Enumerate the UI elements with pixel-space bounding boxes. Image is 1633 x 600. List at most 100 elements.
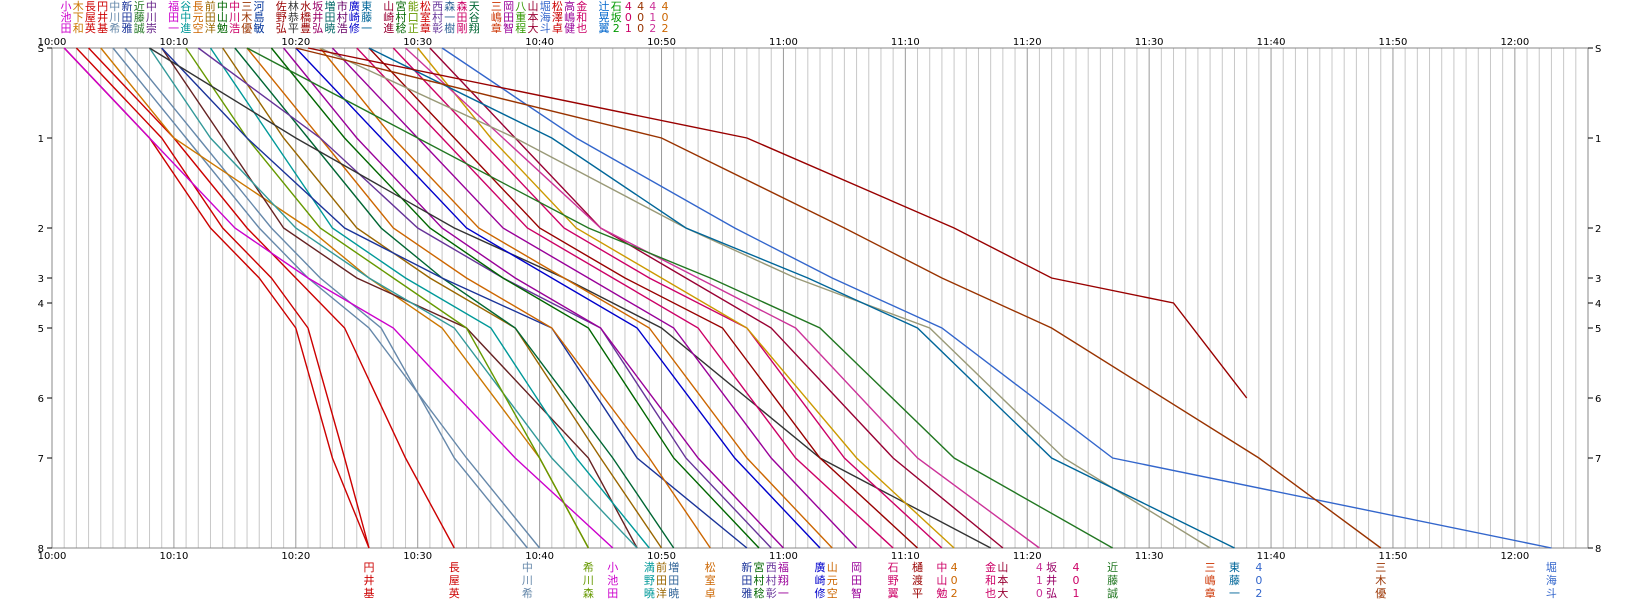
legend-char: 剛: [456, 22, 468, 35]
legend-char: 稔: [395, 22, 407, 35]
finish-label: 福翔一: [776, 561, 790, 600]
x-tick-label: 10:40: [525, 37, 554, 48]
finish-label-char: 田: [607, 587, 619, 600]
legend-entry: 近藤誠: [133, 1, 145, 34]
finish-label-char: 樋: [912, 561, 924, 574]
series-line: [295, 47, 821, 549]
legend-char: 也: [576, 22, 588, 35]
finish-label-char: 基: [363, 587, 375, 600]
legend-char: 長: [84, 0, 96, 13]
legend-char: 進: [383, 22, 395, 35]
legend-char: 市: [336, 0, 348, 13]
legend-char: 4: [637, 0, 645, 13]
legend-entry: 中川浩: [229, 1, 241, 34]
legend-char: 田: [204, 11, 216, 24]
finish-label-char: 井: [363, 574, 375, 587]
legend-char: 前: [204, 0, 216, 13]
legend-entry: 堀海斗: [539, 1, 551, 34]
series-line: [441, 47, 1552, 549]
legend-entry: 三木優: [241, 1, 253, 34]
x-tick-label: 10:10: [159, 551, 188, 562]
legend-entry: 岡田智: [503, 1, 515, 34]
finish-label-char: 野: [887, 574, 899, 587]
legend-char: 中: [180, 11, 192, 24]
legend-char: 新: [121, 0, 133, 13]
finish-label-char: 田: [851, 574, 863, 587]
series-line: [429, 47, 1004, 549]
legend-char: 福: [168, 0, 180, 13]
legend-entry: 八重程: [515, 1, 527, 34]
series-line: [295, 47, 1382, 549]
legend-char: 山: [383, 0, 395, 13]
legend-char: 誠: [133, 22, 145, 35]
legend-char: 空: [192, 22, 204, 35]
legend-char: 1: [624, 22, 632, 35]
finish-label-char: 山: [936, 574, 948, 587]
finish-label-char: 松: [704, 561, 716, 574]
legend-char: 田: [456, 11, 468, 24]
series-line: [283, 47, 784, 549]
legend-char: 野: [275, 11, 287, 24]
legend-char: 4: [649, 0, 657, 13]
finish-label: 三嶋章: [1203, 561, 1217, 600]
finish-label-char: 金: [985, 561, 997, 574]
legend-char: 敏: [253, 22, 265, 35]
finish-label-char: 弘: [1046, 587, 1058, 600]
finish-label: 三木優: [1374, 561, 1388, 600]
legend-entry: 円井基: [97, 1, 109, 34]
legend-char: 山: [216, 11, 228, 24]
finish-label-char: 智: [851, 587, 863, 600]
finish-label-char: 一: [1228, 587, 1240, 600]
finish-label-char: 大: [997, 587, 1009, 600]
finish-label-char: 木: [1375, 574, 1387, 587]
finish-label-char: 森: [582, 587, 594, 600]
legend-char: 4: [661, 0, 669, 13]
legend-char: 水: [300, 0, 312, 13]
x-tick-label: 11:10: [891, 37, 920, 48]
y-station-label: 1: [38, 134, 44, 145]
finish-label: 山本大: [996, 561, 1010, 600]
finish-label-char: 0: [1035, 587, 1043, 600]
legend-char: 藤: [133, 11, 145, 24]
legend-entry: 中川希: [109, 1, 121, 34]
legend-entry: 山崎進: [383, 1, 395, 34]
x-tick-label: 12:00: [1500, 37, 1529, 48]
series-line: [112, 47, 541, 549]
legend-char: 中: [229, 0, 241, 13]
legend-char: 優: [241, 22, 253, 35]
legend-entry: 木下和: [72, 1, 84, 34]
legend-char: 高: [564, 0, 576, 13]
finish-label: 新田雅: [740, 561, 754, 600]
y-station-label: 1: [1595, 134, 1601, 145]
legend-char: 堀: [539, 0, 551, 13]
legend-entry: 林恭平: [287, 1, 299, 34]
legend-char: 一: [361, 22, 373, 35]
finish-label: 坂井弘: [1045, 561, 1059, 600]
finish-label-char: 新: [741, 561, 753, 574]
legend-char: 2: [649, 22, 657, 35]
finish-label-char: 4: [950, 561, 958, 574]
x-tick-labels-top: 10:00 10:10 10:20 10:30 10:40 10:50 11:00 11:10…: [38, 37, 1530, 48]
series-line: [405, 47, 1040, 549]
legend-entry: 金和也: [576, 1, 588, 34]
series-line: [222, 47, 663, 549]
finish-label-char: 渡: [912, 574, 924, 587]
finish-label: 小池田: [606, 561, 620, 600]
legend-entry: 森一樹: [444, 1, 456, 34]
finish-label: 中川希: [520, 561, 534, 600]
legend-char: 進: [180, 22, 192, 35]
legend-char: 谷: [468, 11, 480, 24]
legend-char: 松: [551, 0, 563, 13]
series-line: [319, 47, 833, 549]
legend-char: 大: [527, 22, 539, 35]
legend-char: 井: [97, 11, 109, 24]
x-tick-label: 11:50: [1379, 37, 1408, 48]
legend-char: 卓: [551, 22, 563, 35]
legend-char: 松: [419, 0, 431, 13]
finish-label-char: 村: [765, 574, 777, 587]
finish-label-char: 宮: [753, 561, 765, 574]
finish-label-char: 三: [1375, 561, 1387, 574]
legend-char: 2: [612, 22, 620, 35]
